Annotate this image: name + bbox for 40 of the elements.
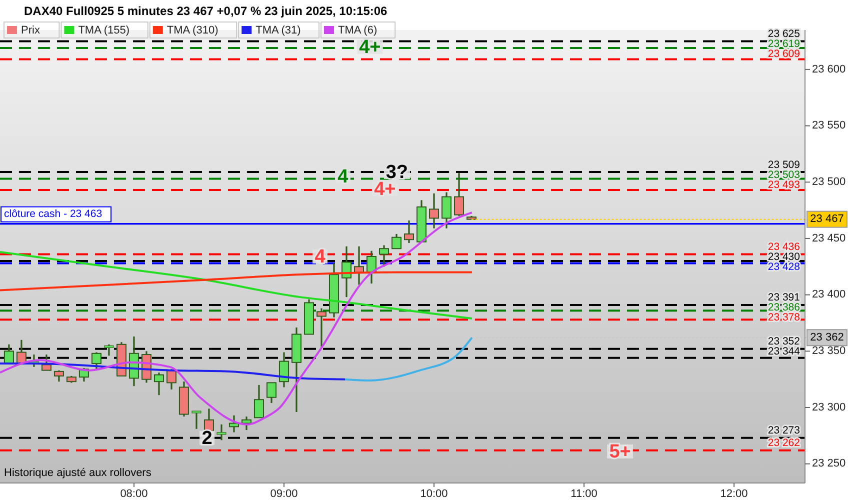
y-tick-label: 23 500 (812, 176, 846, 188)
y-tick-label: 23 550 (812, 120, 846, 132)
annotation: 4 (338, 166, 349, 188)
y-tick-label: 23 400 (812, 288, 846, 301)
legend-label: TMA (310) (166, 24, 218, 36)
ref-line-label: 23 509 (768, 158, 800, 171)
ref-line-label: 23 262 (768, 437, 800, 450)
ref-line-label: 23 436 (768, 241, 800, 254)
annotation: 5+ (609, 441, 631, 462)
legend-label: TMA (6) (338, 24, 378, 36)
ref-line-label: 23 625 (768, 28, 800, 40)
x-tick-label: 08:00 (120, 488, 148, 500)
ref-line-label: clôture cash - 23 463 (4, 208, 102, 220)
ref-line-label: 23 391 (768, 292, 800, 304)
y-tick-label: 23 300 (812, 401, 846, 414)
ref-line-label: 23 273 (768, 424, 800, 437)
annotation: 4 (314, 246, 326, 268)
y-tick-label: 23 450 (812, 232, 846, 244)
y-tick-label: 23 600 (812, 63, 846, 76)
x-tick-label: 12:00 (720, 488, 748, 500)
annotation: 2 (202, 428, 212, 449)
annotation: 4+ (359, 36, 381, 58)
annotation: 23 467 (810, 213, 844, 226)
x-tick-label: 11:00 (570, 488, 598, 500)
ref-line-label: 23 619 (768, 38, 800, 50)
annotation: Historique ajusté aux rollovers (4, 467, 152, 479)
ref-line-label: 23 503 (768, 168, 800, 181)
legend-label: TMA (155) (78, 24, 130, 36)
y-tick-label: 23 250 (812, 458, 846, 470)
annotation: 23 362 (810, 332, 844, 344)
y-tick-label: 23 350 (812, 345, 846, 358)
ref-line-label: 23 493 (768, 178, 800, 191)
ref-line-label: 23 430 (768, 251, 800, 264)
chart-title: DAX40 Full0925 5 minutes 23 467 +0,07 % 23 juin 2025, 10:15:06 (24, 4, 388, 18)
x-tick-label: 09:00 (270, 488, 298, 500)
legend-label: TMA (31) (256, 24, 301, 36)
ref-line-label: 23 352 (768, 336, 800, 348)
x-tick-label: 10:00 (420, 488, 448, 500)
legend-label: Prix (21, 24, 40, 36)
ref-line-label: 23 609 (768, 48, 800, 60)
